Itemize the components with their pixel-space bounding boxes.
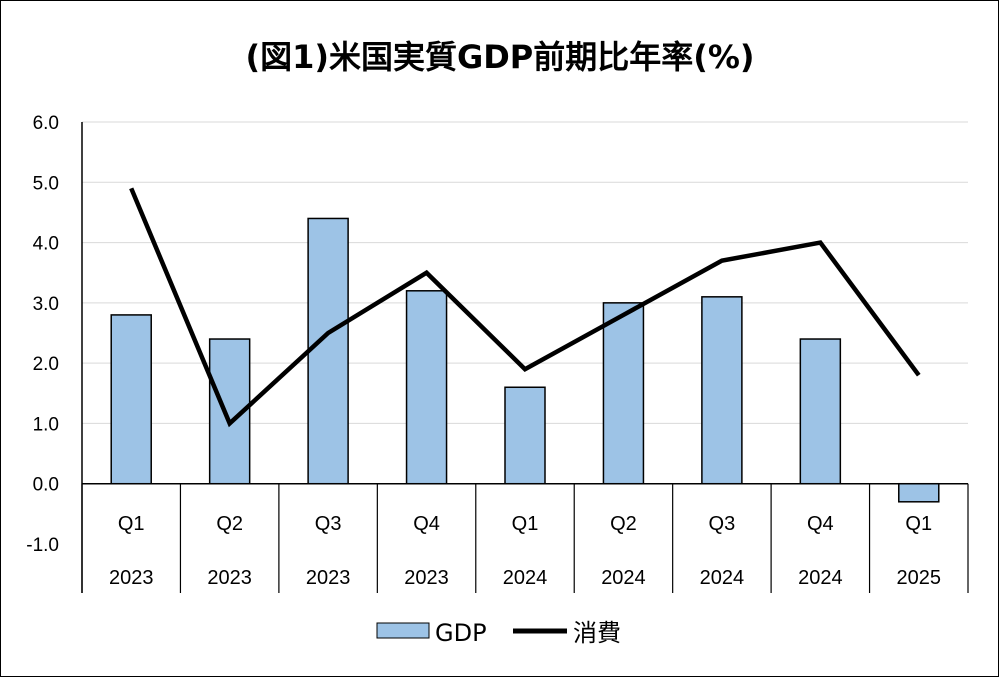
x-quarter-label: Q1	[118, 513, 145, 535]
x-quarter-label: Q3	[315, 513, 342, 535]
gdp-bar	[898, 482, 940, 503]
x-year-label: 2023	[306, 567, 351, 589]
x-year-label: 2023	[404, 567, 449, 589]
chart-title: (図1)米国実質GDP前期比年率(%)	[245, 38, 754, 76]
axes	[81, 122, 969, 593]
x-year-label: 2025	[897, 567, 942, 589]
y-tick-label: 0.0	[33, 475, 59, 496]
y-tick-label: 6.0	[33, 113, 59, 134]
x-year-label: 2024	[798, 567, 843, 589]
gdp-bar	[799, 338, 842, 485]
legend: GDP 消費	[376, 619, 621, 647]
legend-gdp-swatch	[376, 622, 430, 639]
x-quarter-label: Q2	[216, 513, 243, 535]
y-tick-label: 5.0	[33, 173, 59, 194]
consumption-series-line	[129, 187, 921, 428]
y-tick-labels: 6.0 5.0 4.0 3.0 2.0 1.0 0.0 -1.0	[26, 113, 59, 556]
consumption-line	[129, 187, 921, 428]
legend-gdp-label: GDP	[435, 619, 487, 647]
x-quarter-label: Q4	[413, 513, 440, 535]
y-tick-label: 4.0	[33, 234, 59, 255]
y-tick-label: -1.0	[26, 535, 59, 556]
x-quarter-label: Q1	[512, 513, 539, 535]
x-year-label: 2023	[207, 567, 252, 589]
x-quarter-label: Q2	[610, 513, 637, 535]
x-year-label: 2024	[503, 567, 548, 589]
x-quarter-label: Q3	[709, 513, 736, 535]
y-tick-label: 2.0	[33, 354, 59, 375]
x-year-label: 2024	[700, 567, 745, 589]
gdp-bars	[110, 217, 940, 503]
x-year-label: 2024	[601, 567, 646, 589]
gdp-bar	[701, 296, 743, 485]
x-quarter-label: Q1	[905, 513, 932, 535]
x-category-labels: Q1 2023 Q2 2023 Q3 2023 Q4 2023 Q1 2024 Q2 2024 Q3 20…	[109, 513, 941, 589]
gdp-bar	[405, 290, 448, 485]
gdp-bar	[307, 217, 349, 485]
y-tick-label: 1.0	[33, 414, 59, 435]
gdp-bar	[110, 314, 152, 485]
x-quarter-label: Q4	[807, 513, 834, 535]
gdp-bar	[504, 386, 546, 485]
gdp-bar	[602, 302, 645, 485]
y-tick-label: 3.0	[33, 294, 59, 315]
x-year-label: 2023	[109, 567, 154, 589]
legend-consumption-label: 消費	[573, 619, 621, 647]
